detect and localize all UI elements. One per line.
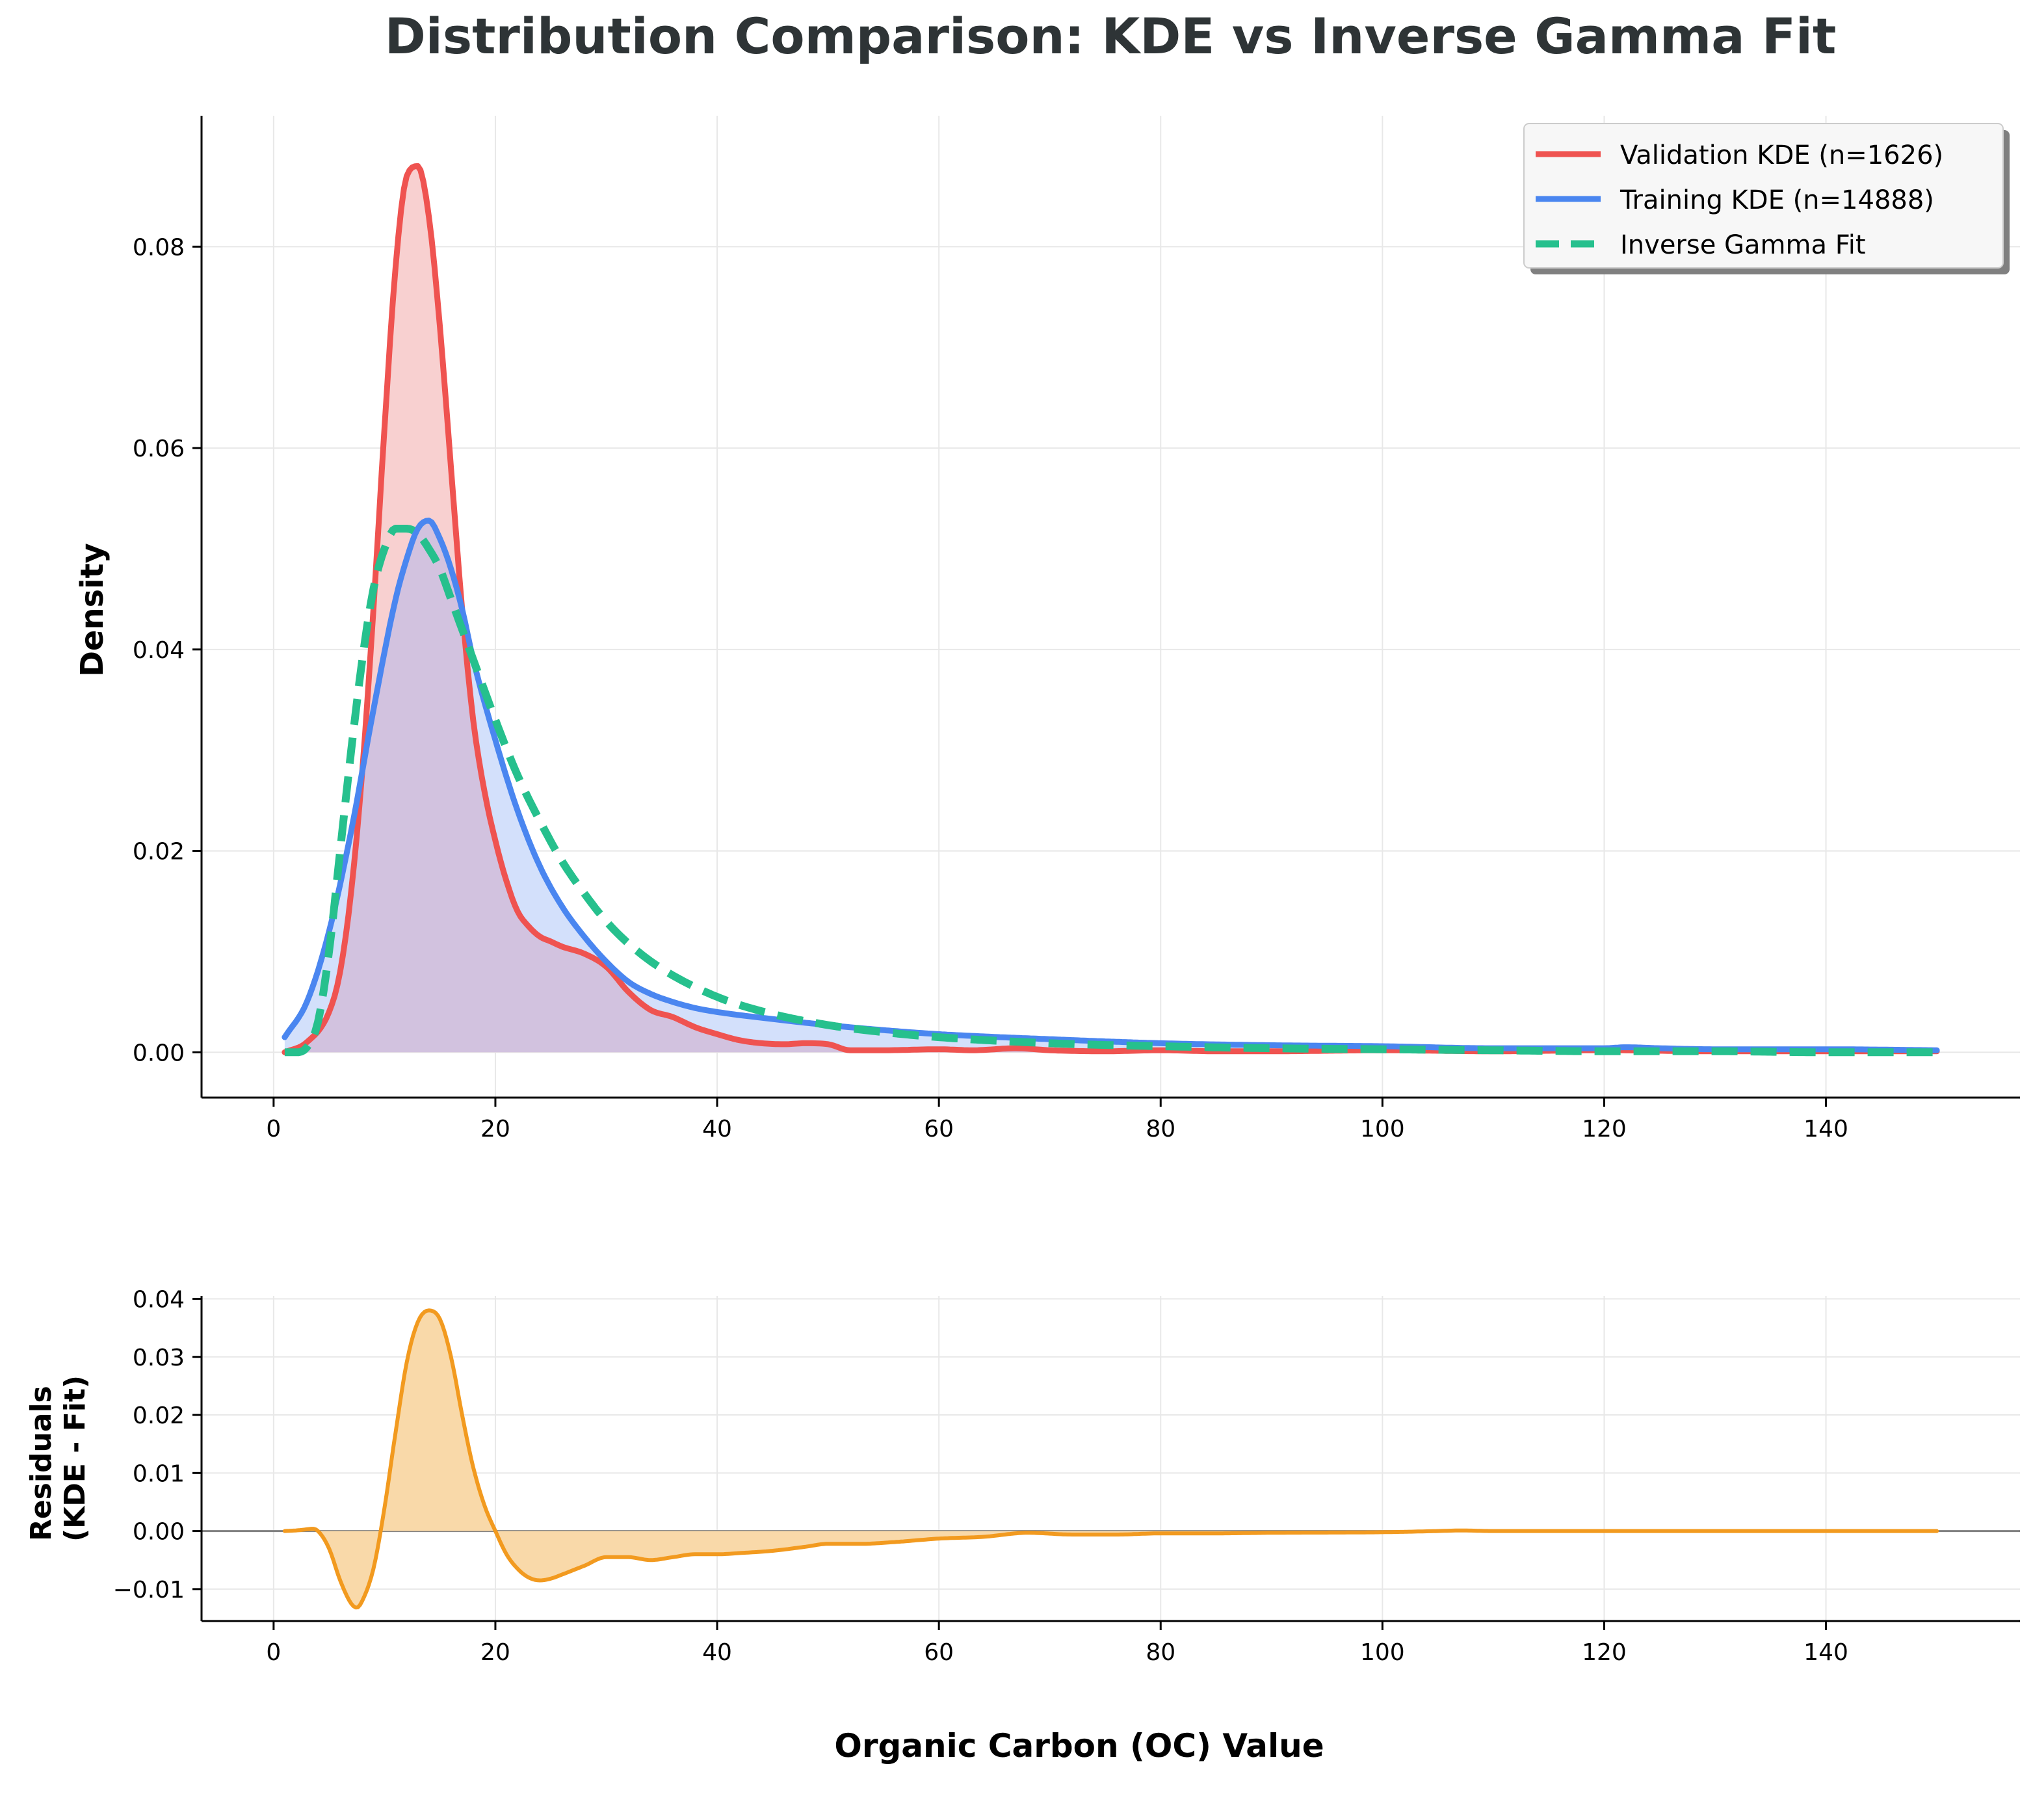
residuals-y-label-line2: (KDE - Fit): [59, 1375, 92, 1542]
main-x-tick-label: 0: [266, 1116, 281, 1142]
residuals-x-tick-label: 120: [1582, 1639, 1627, 1666]
kde-overlap-fill: [284, 520, 1937, 1053]
residuals-y-tick-label: 0.01: [133, 1460, 185, 1487]
residuals-y-tick-label: 0.04: [133, 1286, 185, 1313]
main-x-tick-label: 100: [1360, 1116, 1405, 1142]
residuals-y-tick-label: −0.01: [113, 1577, 185, 1603]
main-x-tick-label: 120: [1582, 1116, 1627, 1142]
main-y-tick-label: 0.06: [133, 436, 185, 462]
main-y-tick-label: 0.02: [133, 839, 185, 865]
residuals-x-tick-label: 0: [266, 1639, 281, 1666]
residuals-y-axis-label: Residuals (KDE - Fit): [25, 1375, 92, 1542]
legend-entry-validation: Validation KDE (n=1626): [1536, 140, 1943, 170]
main-y-tick-label: 0.04: [133, 637, 185, 664]
residuals-y-tick-label: 0.03: [133, 1345, 185, 1371]
main-x-tick-label: 80: [1146, 1116, 1175, 1142]
residuals-panel: 0 20 40 60 80 100 120 140 −0.01 0.00 0.01 0.02 0.03 0…: [25, 1286, 2020, 1666]
residuals-curve: [282, 1308, 1939, 1610]
residuals-area: [284, 1310, 1937, 1608]
main-y-axis-label: Density: [74, 543, 111, 677]
residuals-ticks: 0 20 40 60 80 100 120 140 −0.01 0.00 0.01 0.02 0.03 0…: [113, 1286, 1848, 1666]
x-axis-label: Organic Carbon (OC) Value: [834, 1727, 1324, 1765]
residuals-x-tick-label: 100: [1360, 1639, 1405, 1666]
residuals-x-tick-label: 80: [1146, 1639, 1175, 1666]
main-x-tick-label: 40: [702, 1116, 732, 1142]
legend-label-training: Training KDE (n=14888): [1620, 185, 1934, 215]
chart-title: Distribution Comparison: KDE vs Inverse …: [385, 7, 1837, 65]
main-y-tick-label: 0.00: [133, 1040, 185, 1066]
residuals-x-tick-label: 140: [1803, 1639, 1848, 1666]
legend: Validation KDE (n=1626) Training KDE (n=…: [1523, 123, 2010, 274]
legend-entry-fit: Inverse Gamma Fit: [1536, 230, 1866, 260]
legend-label-validation: Validation KDE (n=1626): [1620, 140, 1943, 170]
residuals-x-tick-label: 20: [480, 1639, 510, 1666]
residuals-x-tick-label: 60: [924, 1639, 954, 1666]
main-fills: [284, 166, 1937, 1053]
legend-entry-training: Training KDE (n=14888): [1536, 185, 1934, 215]
residuals-x-tick-label: 40: [702, 1639, 732, 1666]
residuals-line: [282, 1308, 1939, 1610]
residuals-gridlines: [202, 1296, 2020, 1621]
main-x-tick-label: 60: [924, 1116, 954, 1142]
residuals-y-label-line1: Residuals: [25, 1386, 58, 1541]
residuals-y-tick-label: 0.00: [133, 1519, 185, 1546]
main-panel: 0 20 40 60 80 100 120 140 0.00 0.02 0.04 0.06 0.08 D…: [74, 116, 2020, 1142]
main-y-tick-label: 0.08: [133, 234, 185, 261]
legend-label-fit: Inverse Gamma Fit: [1620, 230, 1866, 260]
residuals-y-tick-label: 0.02: [133, 1403, 185, 1429]
residuals-fill: [284, 1310, 1937, 1608]
inverse-gamma-fit-line: [283, 525, 1938, 1057]
legend-box: [1523, 123, 2004, 269]
main-x-tick-label: 140: [1803, 1116, 1848, 1142]
main-lines: [282, 163, 1940, 1057]
main-ticks: 0 20 40 60 80 100 120 140 0.00 0.02 0.04 0.06 0.08: [133, 234, 1848, 1142]
main-x-tick-label: 20: [480, 1116, 510, 1142]
